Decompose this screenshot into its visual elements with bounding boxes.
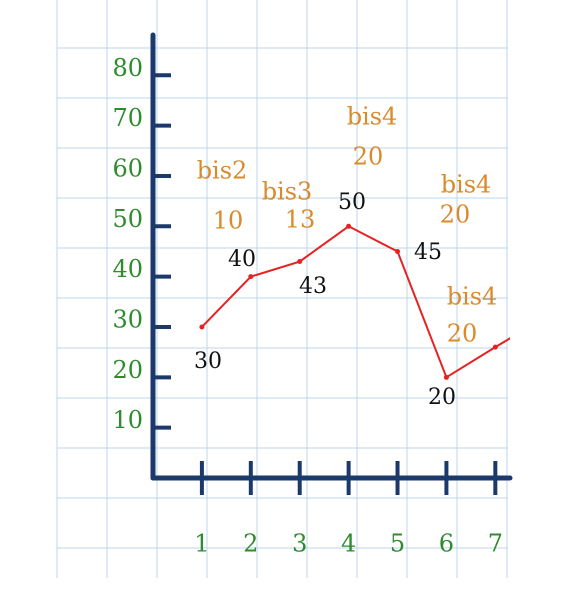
- x-tick-label: 4: [341, 530, 356, 558]
- y-tick-label: 10: [112, 406, 143, 434]
- data-label: 50: [338, 190, 366, 215]
- y-tick-label: 20: [112, 356, 143, 384]
- x-tick-label: 2: [243, 530, 258, 558]
- x-tick-label: 5: [390, 530, 405, 558]
- data-label: 30: [194, 349, 222, 374]
- series: [199, 223, 510, 380]
- y-tick-label: 60: [112, 154, 143, 182]
- y-tick-label: 30: [112, 305, 143, 333]
- annotation-name: bis3: [262, 178, 313, 206]
- point: [297, 259, 303, 265]
- data-label: 40: [228, 247, 256, 272]
- point: [199, 324, 205, 330]
- y-tick-label: 70: [112, 104, 143, 132]
- y-tick-label: 40: [112, 255, 143, 283]
- x-tick-label: 1: [194, 530, 209, 558]
- point: [346, 223, 352, 229]
- annotation-name: bis4: [447, 283, 498, 311]
- annotation-value: 10: [213, 207, 244, 235]
- y-tick-label: 50: [112, 205, 143, 233]
- data-label: 20: [428, 385, 456, 410]
- annotation-value: 20: [447, 320, 478, 348]
- point: [248, 274, 254, 280]
- annotation-value: 13: [285, 206, 316, 234]
- annotation-name: bis2: [197, 157, 248, 185]
- annotation-value: 20: [440, 201, 471, 229]
- x-tick-label: 3: [292, 530, 307, 558]
- grid-paper: [56, 0, 508, 578]
- line: [201, 225, 510, 379]
- annotation-name: bis4: [441, 171, 492, 199]
- x-tick-label: 6: [439, 530, 454, 558]
- point: [395, 248, 401, 254]
- point: [443, 374, 449, 380]
- point: [492, 344, 498, 350]
- x-tick-label: 7: [488, 530, 503, 558]
- y-tick-label: 80: [112, 54, 143, 82]
- data-label: 45: [414, 240, 442, 265]
- annotation-value: 20: [353, 143, 384, 171]
- data-label: 43: [299, 274, 327, 299]
- annotation-name: bis4: [347, 103, 398, 131]
